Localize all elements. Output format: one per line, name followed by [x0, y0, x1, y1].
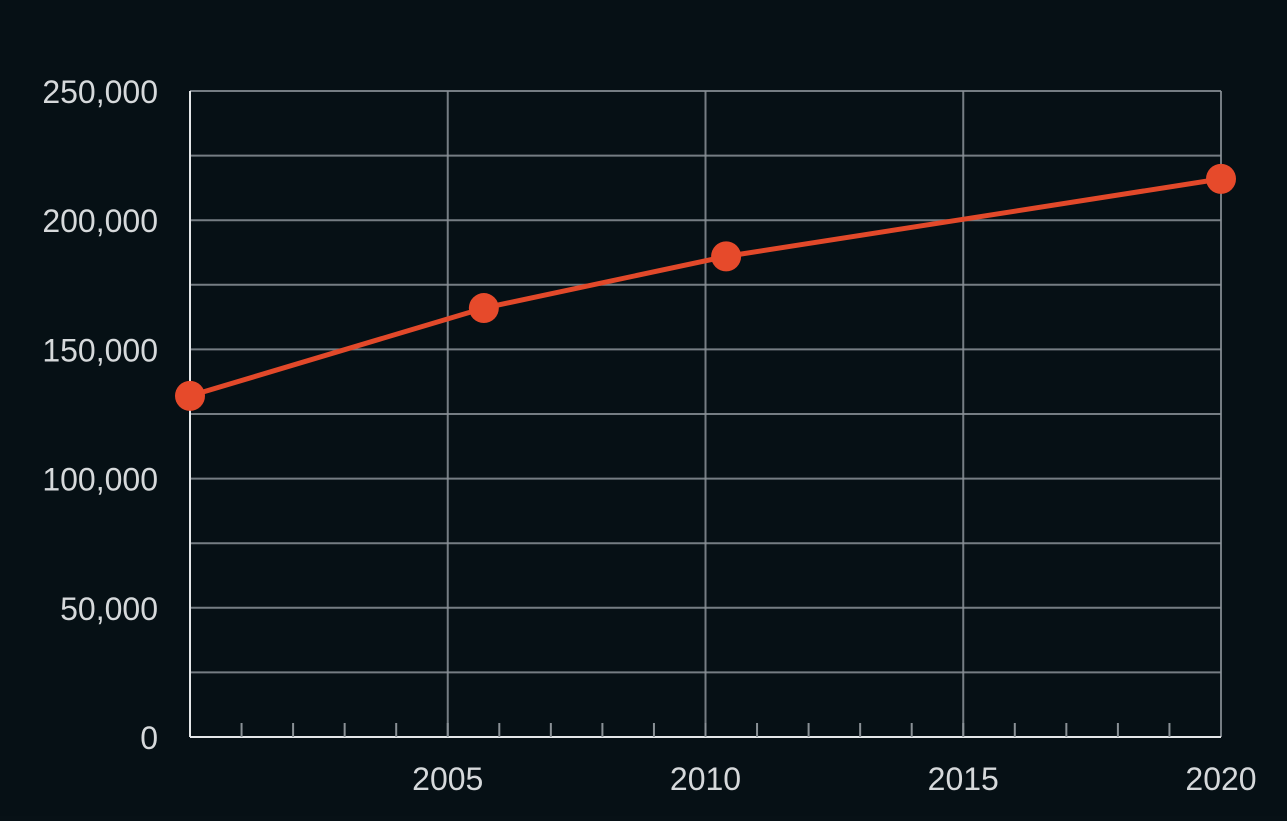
data-point — [468, 293, 499, 324]
x-tick-label: 2015 — [928, 761, 999, 797]
data-point — [1206, 163, 1236, 194]
axes — [189, 91, 1221, 738]
y-tick-label: 100,000 — [42, 462, 158, 498]
x-tick-label: 2020 — [1185, 761, 1256, 797]
series-line — [187, 176, 1224, 399]
data-point — [175, 380, 205, 411]
y-tick-label: 150,000 — [42, 332, 158, 368]
series — [175, 163, 1236, 411]
y-tick-label: 200,000 — [42, 203, 158, 239]
y-tick-label: 250,000 — [42, 74, 158, 110]
y-tick-labels: 0 50,000 100,000 150,000 200,000 250,000 — [42, 74, 158, 756]
x-tick-label: 2010 — [670, 761, 741, 797]
x-tick-label: 2005 — [412, 761, 483, 797]
data-point — [711, 241, 742, 272]
y-tick-label: 0 — [140, 720, 158, 756]
y-tick-label: 50,000 — [60, 591, 158, 627]
x-tick-labels: 2005 2010 2015 2020 — [412, 761, 1256, 797]
grid-lines — [190, 90, 1222, 737]
